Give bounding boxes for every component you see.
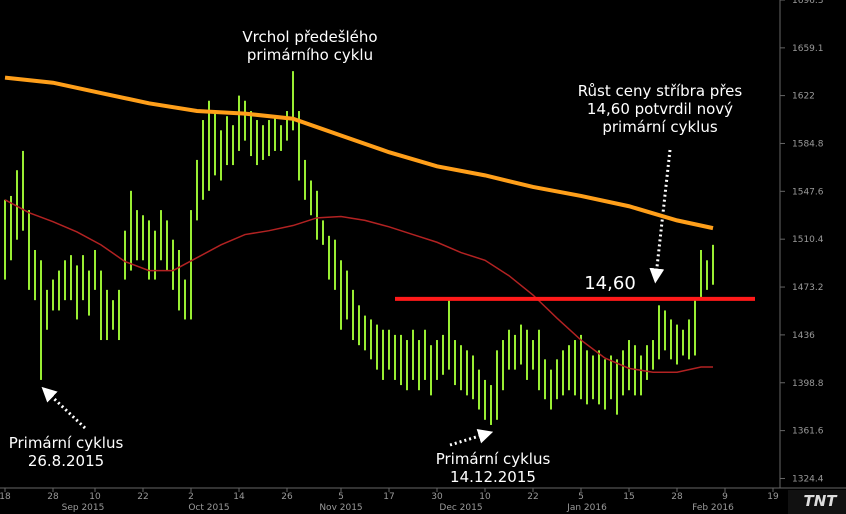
annotation: Primární cyklus 26.8.2015	[9, 434, 124, 470]
y-tick-label: 1324.4	[792, 474, 824, 484]
logo-box	[788, 490, 846, 514]
annotation: Primární cyklus 14.12.2015	[436, 450, 551, 486]
x-tick-label: 5	[338, 492, 344, 502]
annotation-line: 26.8.2015	[28, 452, 104, 470]
x-period-label: Feb 2016	[692, 503, 734, 513]
x-tick-label: 26	[281, 492, 293, 502]
y-tick-label: 1584.8	[792, 139, 824, 149]
annotation-line: Růst ceny stříbra přes	[578, 82, 743, 100]
x-period-label: Jan 2016	[566, 503, 607, 513]
annotation-line: Primární cyklus	[436, 450, 551, 468]
x-tick-label: 30	[431, 492, 443, 502]
y-tick-label: 1696.3	[792, 0, 824, 6]
x-tick-label: 14	[233, 492, 245, 502]
x-tick-label: 17	[383, 492, 394, 502]
moving-average	[4, 75, 714, 231]
x-period-label: Sep 2015	[62, 503, 105, 513]
annotation: Růst ceny stříbra přes 14,60 potvrdil nov…	[578, 82, 743, 136]
x-tick-label: 19	[767, 492, 779, 502]
arrow	[649, 149, 672, 284]
x-tick-label: 10	[479, 492, 491, 502]
annotation-line: 14,60 potvrdil nový	[587, 100, 733, 118]
x-tick-label: 5	[578, 492, 584, 502]
arrow	[449, 429, 494, 447]
moving-average	[4, 199, 713, 373]
level-label: 14,60	[584, 273, 636, 294]
y-tick-label: 1473.2	[792, 283, 824, 293]
x-tick-label: 10	[89, 492, 101, 502]
x-tick-label: 22	[527, 492, 538, 502]
x-tick-label: 22	[137, 492, 148, 502]
y-tick-label: 1398.8	[792, 379, 824, 389]
annotation-line: primární cyklus	[602, 118, 717, 136]
y-tick-label: 1436	[792, 331, 815, 341]
annotation-line: 14.12.2015	[450, 468, 536, 486]
x-tick-label: 2	[188, 492, 194, 502]
x-period-label: Oct 2015	[188, 503, 229, 513]
y-tick-label: 1547.6	[792, 187, 824, 197]
x-tick-label: 28	[671, 492, 683, 502]
y-tick-label: 1622	[792, 92, 815, 102]
y-tick-label: 1659.1	[792, 44, 824, 54]
x-tick-label: 15	[623, 492, 634, 502]
arrow	[41, 386, 87, 430]
x-period-label: Nov 2015	[319, 503, 362, 513]
annotation-line: Vrchol předešlého	[242, 28, 377, 46]
y-tick-label: 1361.6	[792, 427, 824, 437]
annotation-line: Primární cyklus	[9, 434, 124, 452]
x-period-label: Dec 2015	[439, 503, 482, 513]
x-tick-label: 9	[722, 492, 728, 502]
logo: TNT	[803, 492, 838, 510]
x-tick-label: 18	[0, 492, 11, 502]
y-tick-label: 1510.4	[792, 235, 824, 245]
annotation-line: primárního cyklu	[247, 46, 373, 64]
annotation: Vrchol předešlého primárního cyklu	[242, 28, 377, 64]
x-tick-label: 28	[47, 492, 59, 502]
